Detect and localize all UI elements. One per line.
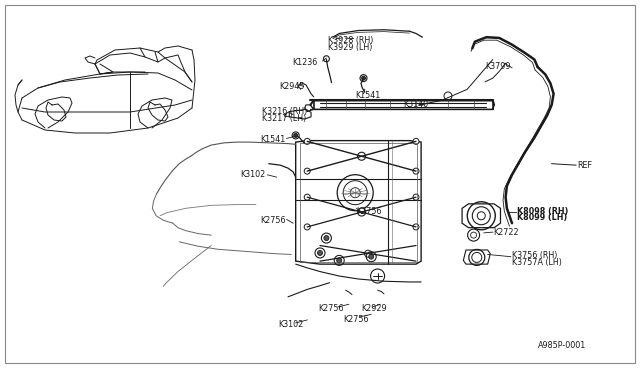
Circle shape (358, 152, 365, 160)
Circle shape (477, 212, 485, 220)
Text: K1236: K1236 (292, 58, 317, 67)
Text: K3216 (RH): K3216 (RH) (262, 107, 308, 116)
Circle shape (294, 134, 298, 137)
Circle shape (337, 258, 342, 263)
Circle shape (413, 168, 419, 174)
Text: K3756 (RH): K3756 (RH) (512, 251, 557, 260)
Text: K2929: K2929 (361, 304, 387, 312)
Text: K2756: K2756 (260, 217, 285, 225)
Text: K3140: K3140 (403, 100, 428, 109)
Circle shape (317, 250, 323, 256)
Circle shape (304, 168, 310, 174)
Circle shape (362, 76, 365, 80)
Circle shape (365, 250, 371, 257)
Text: K2945: K2945 (279, 82, 305, 91)
Text: K3217 (LH): K3217 (LH) (262, 114, 307, 123)
Text: A985P-0001: A985P-0001 (538, 341, 586, 350)
Text: K8099 (LH): K8099 (LH) (517, 214, 568, 222)
Text: K1541: K1541 (355, 91, 380, 100)
Text: K2722: K2722 (493, 228, 518, 237)
Circle shape (304, 224, 310, 230)
Circle shape (444, 92, 452, 100)
Circle shape (358, 208, 365, 216)
Circle shape (413, 138, 419, 144)
Text: K3102: K3102 (241, 170, 266, 179)
Text: K8098 (RH): K8098 (RH) (517, 207, 568, 216)
Text: REF: REF (577, 161, 592, 170)
Circle shape (304, 138, 310, 144)
Text: K3929 (LH): K3929 (LH) (328, 43, 372, 52)
Circle shape (470, 232, 477, 238)
Circle shape (304, 194, 310, 200)
Circle shape (324, 235, 329, 241)
Text: K3928 (RH): K3928 (RH) (328, 36, 373, 45)
Circle shape (369, 254, 374, 259)
Text: K1541: K1541 (260, 135, 285, 144)
Text: K2756: K2756 (356, 207, 381, 216)
Text: K3102: K3102 (278, 320, 303, 329)
Text: K2756: K2756 (319, 304, 344, 312)
Circle shape (413, 224, 419, 230)
Text: K2756: K2756 (343, 315, 369, 324)
Text: K3757A (LH): K3757A (LH) (512, 258, 562, 267)
Text: K3799: K3799 (485, 62, 511, 71)
Circle shape (413, 194, 419, 200)
